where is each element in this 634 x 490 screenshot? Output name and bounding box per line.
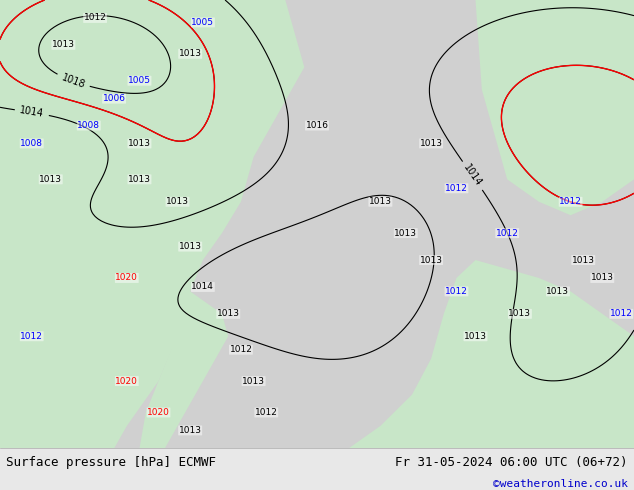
Polygon shape [476, 0, 634, 215]
Text: 1020: 1020 [115, 273, 138, 282]
Polygon shape [0, 0, 304, 448]
Text: 1005: 1005 [191, 18, 214, 27]
Polygon shape [349, 260, 634, 448]
Text: 1013: 1013 [394, 229, 417, 238]
Text: 1013: 1013 [179, 242, 202, 251]
Text: Fr 31-05-2024 06:00 UTC (06+72): Fr 31-05-2024 06:00 UTC (06+72) [395, 456, 628, 469]
Text: 1012: 1012 [445, 287, 468, 296]
Text: 1014: 1014 [462, 163, 484, 189]
Text: 1013: 1013 [369, 197, 392, 206]
Text: 1012: 1012 [20, 332, 43, 341]
Text: 1005: 1005 [128, 76, 151, 85]
Text: 1013: 1013 [128, 139, 151, 148]
Text: 1013: 1013 [420, 256, 443, 265]
Text: 1006: 1006 [103, 94, 126, 103]
Text: 1013: 1013 [128, 175, 151, 184]
Text: 1012: 1012 [84, 13, 107, 23]
Text: 1012: 1012 [445, 184, 468, 193]
Text: 1013: 1013 [39, 175, 62, 184]
Text: 1013: 1013 [179, 49, 202, 58]
Text: 1012: 1012 [496, 229, 519, 238]
Text: 1013: 1013 [166, 197, 189, 206]
Text: 1012: 1012 [559, 197, 582, 206]
Text: 1013: 1013 [547, 287, 569, 296]
Text: 1016: 1016 [306, 121, 328, 130]
Text: 1014: 1014 [19, 105, 45, 119]
Text: 1008: 1008 [77, 121, 100, 130]
Text: 1012: 1012 [230, 345, 252, 354]
Text: ©weatheronline.co.uk: ©weatheronline.co.uk [493, 479, 628, 489]
Polygon shape [139, 292, 228, 448]
Text: 1012: 1012 [255, 408, 278, 417]
Text: 1013: 1013 [217, 309, 240, 318]
Text: 1013: 1013 [508, 309, 531, 318]
Text: 1014: 1014 [191, 282, 214, 292]
Text: 1013: 1013 [420, 139, 443, 148]
Text: 1020: 1020 [115, 377, 138, 386]
Text: 1013: 1013 [591, 273, 614, 282]
Text: 1013: 1013 [464, 332, 487, 341]
Text: 1012: 1012 [610, 309, 633, 318]
Text: 1020: 1020 [147, 408, 170, 417]
Text: Surface pressure [hPa] ECMWF: Surface pressure [hPa] ECMWF [6, 456, 216, 469]
Text: 1018: 1018 [60, 72, 86, 90]
Text: 1013: 1013 [242, 377, 265, 386]
Text: 1013: 1013 [179, 426, 202, 435]
Text: 1013: 1013 [572, 256, 595, 265]
Text: 1013: 1013 [52, 40, 75, 49]
Text: 1008: 1008 [20, 139, 43, 148]
